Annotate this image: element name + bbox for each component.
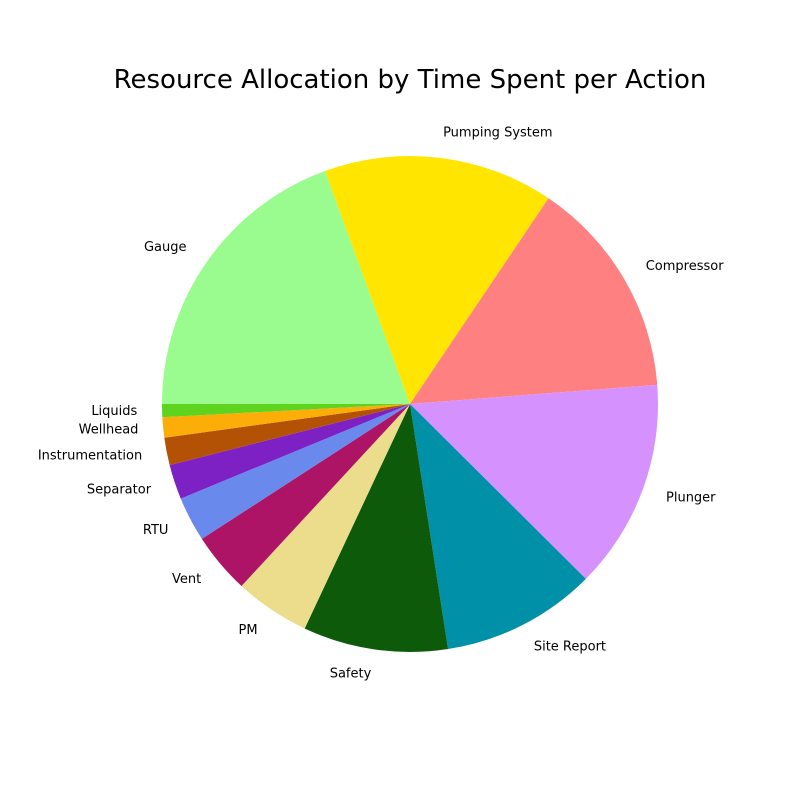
pie-label-instrumentation: Instrumentation — [38, 449, 142, 464]
pie-label-pm: PM — [239, 623, 258, 638]
pie-slice-compressor — [410, 198, 658, 404]
pie-label-rtu: RTU — [143, 523, 169, 538]
pie-labels: Gauge Pumping System Compressor Plunger Site… — [38, 126, 724, 682]
pie-label-wellhead: Wellhead — [79, 422, 139, 437]
pie-slice-site-report — [410, 404, 586, 650]
pie-slice-gauge — [162, 171, 410, 404]
pie-label-vent: Vent — [172, 572, 201, 587]
pie-slice-safety — [304, 404, 449, 652]
pie-label-compressor: Compressor — [646, 259, 725, 274]
chart-title: Resource Allocation by Time Spent per Ac… — [114, 65, 707, 95]
pie-label-pumping-system: Pumping System — [443, 126, 552, 141]
pie-label-separator: Separator — [87, 482, 152, 497]
pie-label-safety: Safety — [330, 667, 372, 682]
pie-slice-liquids — [162, 404, 410, 418]
pie-label-liquids: Liquids — [91, 404, 137, 419]
pie-slice-rtu — [180, 404, 410, 539]
pie-slice-pm — [241, 404, 410, 629]
pie-label-site-report: Site Report — [534, 640, 606, 655]
pie-slice-plunger — [410, 384, 658, 579]
pie-slice-vent — [201, 404, 410, 586]
pie-slice-pumping-system — [325, 156, 549, 404]
pie-slices — [162, 156, 658, 652]
pie-slice-separator — [169, 404, 410, 499]
pie-slice-wellhead — [162, 404, 410, 438]
pie-slice-instrumentation — [164, 404, 410, 466]
pie-label-plunger: Plunger — [666, 491, 716, 506]
pie-label-gauge: Gauge — [144, 240, 187, 255]
